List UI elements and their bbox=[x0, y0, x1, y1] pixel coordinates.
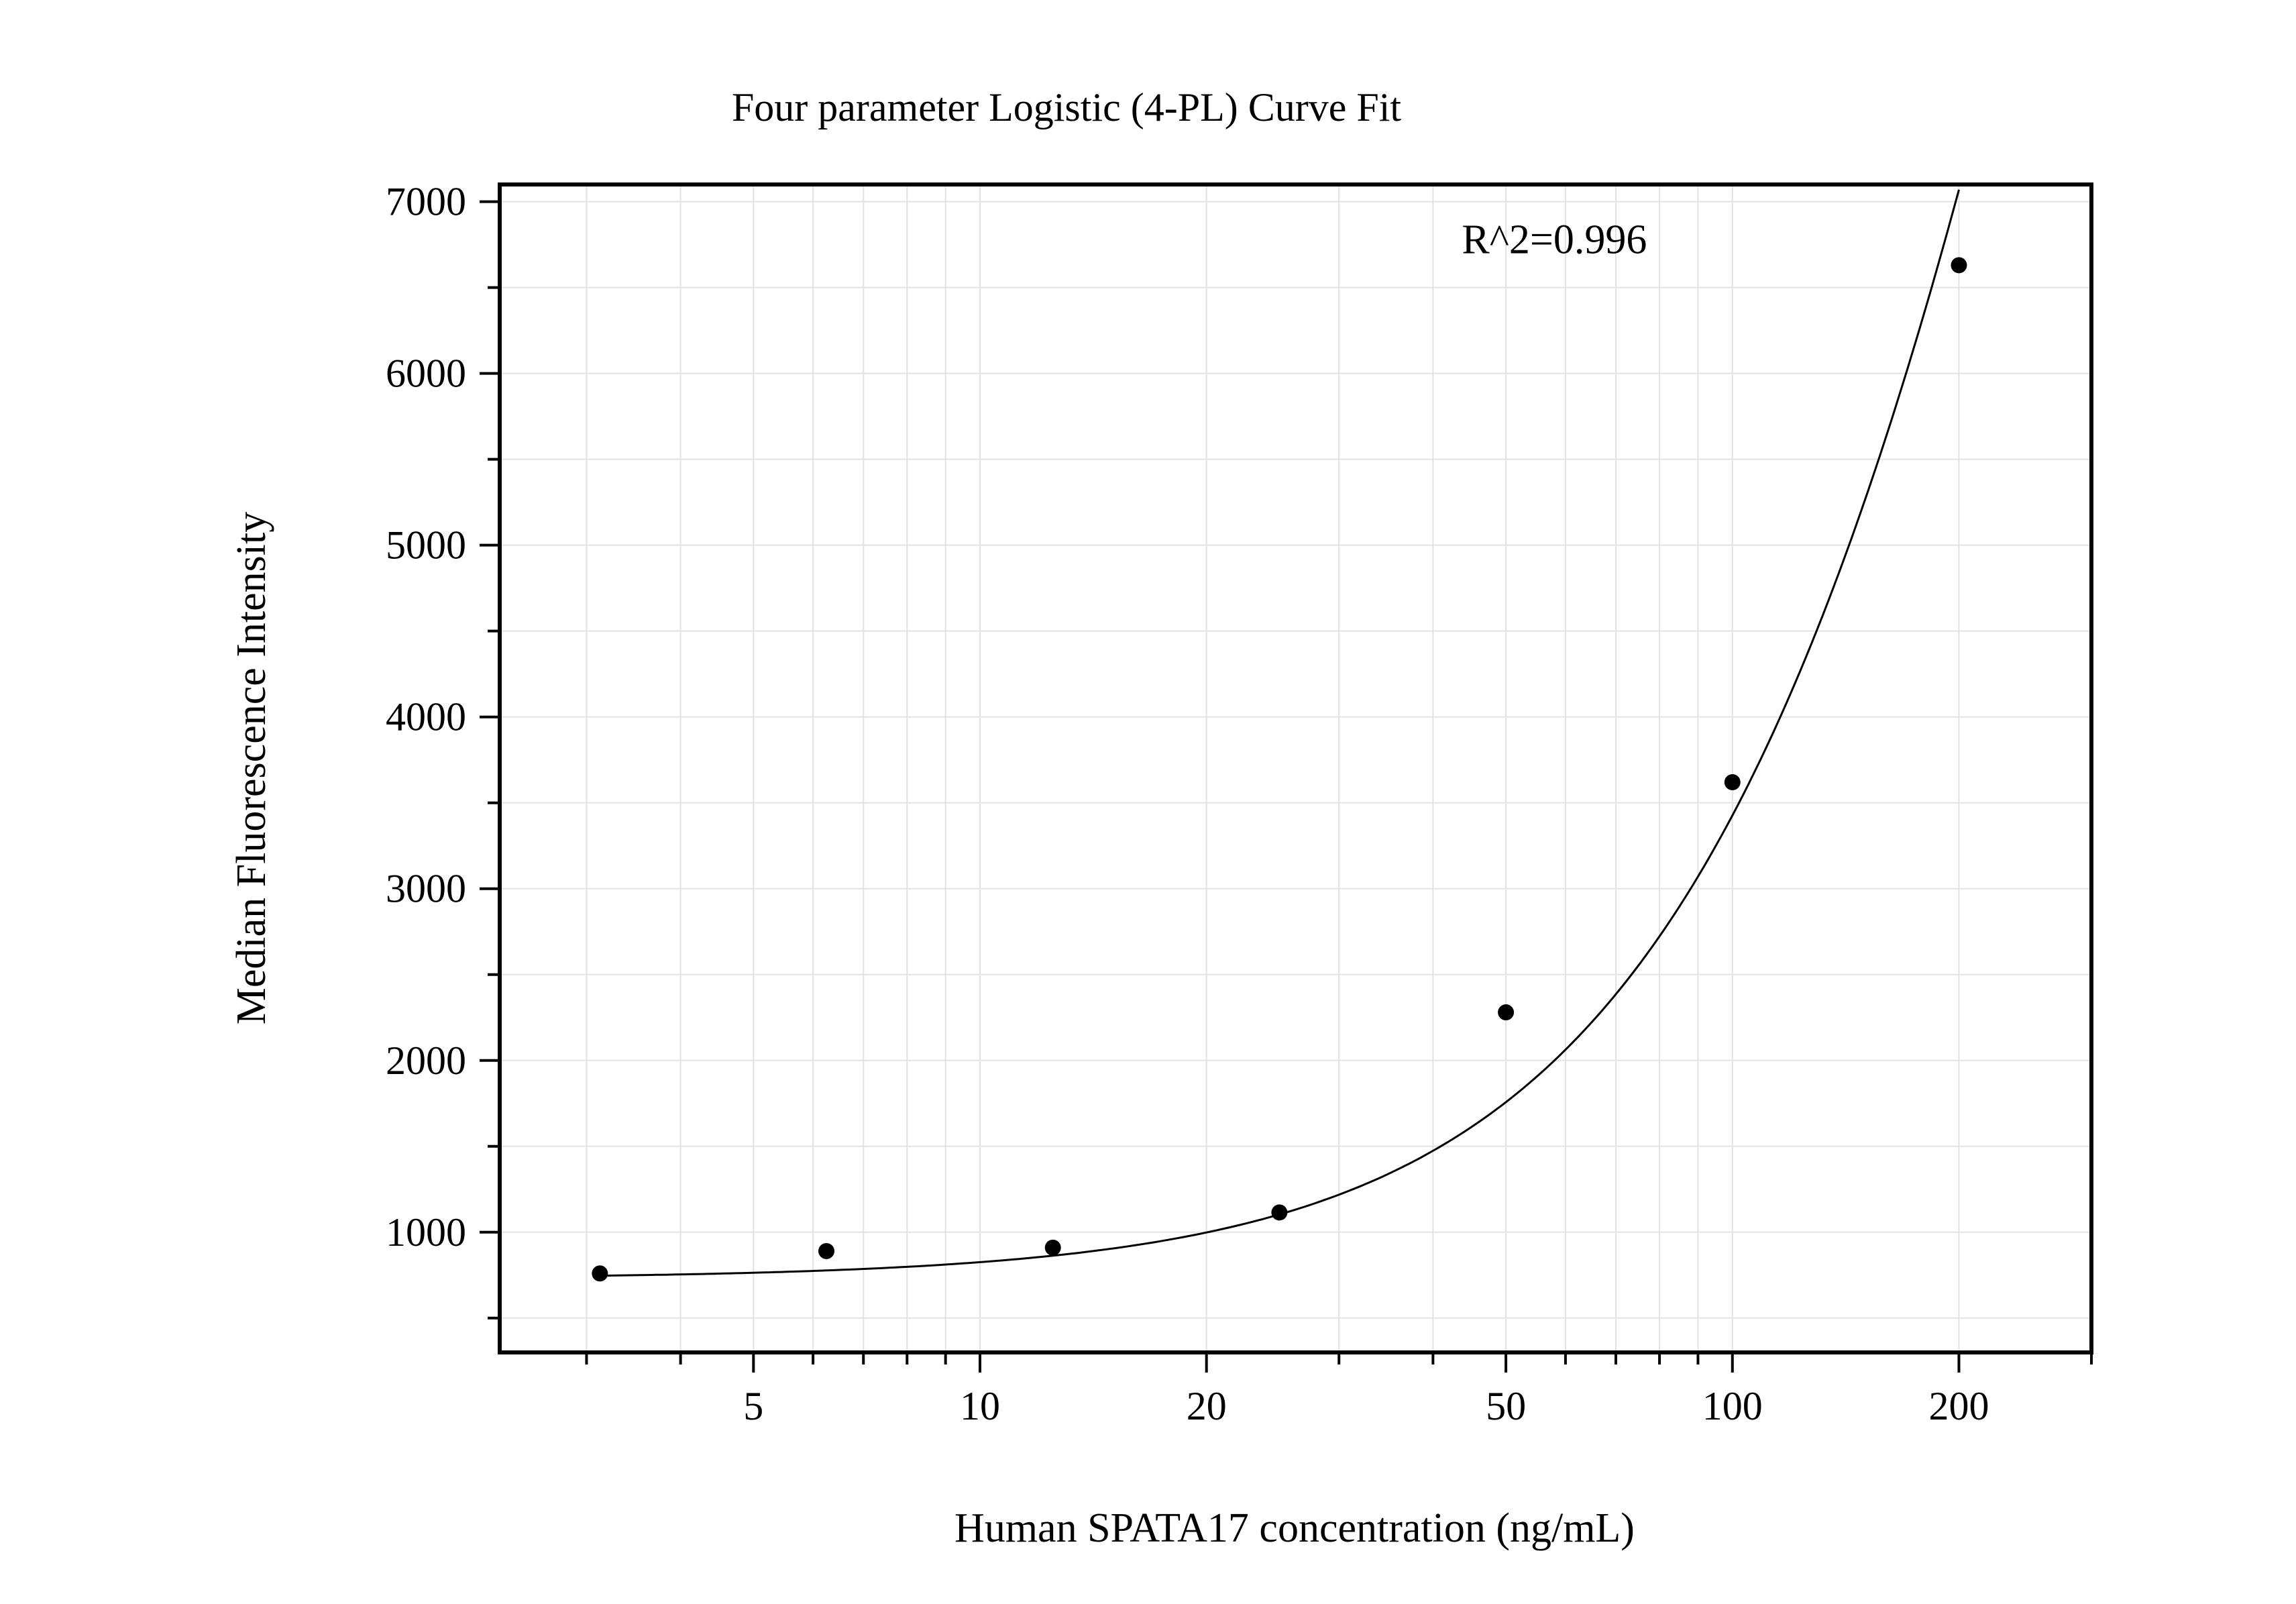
data-point bbox=[818, 1242, 835, 1259]
x-tick-label: 100 bbox=[1702, 1384, 1763, 1428]
data-point bbox=[1271, 1204, 1288, 1221]
x-tick-label: 200 bbox=[1928, 1384, 1989, 1428]
chart-title: Four parameter Logistic (4-PL) Curve Fit bbox=[732, 85, 1401, 129]
y-tick-label: 1000 bbox=[386, 1210, 466, 1254]
plot-frame bbox=[498, 182, 2093, 1354]
data-point bbox=[1044, 1239, 1061, 1256]
data-points bbox=[592, 257, 1967, 1282]
x-tick-label: 10 bbox=[960, 1384, 1000, 1428]
annotations: R^2=0.996 bbox=[1462, 217, 1647, 262]
x-tick-label: 50 bbox=[1486, 1384, 1526, 1428]
x-tick-label: 5 bbox=[743, 1384, 763, 1428]
fit-curve-layer bbox=[600, 189, 1960, 1277]
y-tick-label: 3000 bbox=[386, 867, 466, 911]
y-tick-label: 6000 bbox=[386, 352, 466, 396]
y-tick-labels: 1000 2000 3000 4000 5000 6000 7000 bbox=[386, 180, 466, 1254]
fit-curve bbox=[600, 189, 1960, 1277]
y-tick-label: 7000 bbox=[386, 180, 466, 224]
x-axis-label: Human SPATA17 concentration (ng/mL) bbox=[954, 1505, 1635, 1551]
x-tick-labels: 5 10 20 50 100 200 bbox=[743, 1384, 1989, 1428]
y-tick-label: 4000 bbox=[386, 695, 466, 739]
y-axis-label: Median Fluorescence Intensity bbox=[229, 512, 274, 1024]
y-tick-label: 2000 bbox=[386, 1038, 466, 1083]
data-point bbox=[1724, 773, 1741, 790]
r-squared-annotation: R^2=0.996 bbox=[1462, 217, 1647, 262]
data-point bbox=[1951, 257, 1967, 274]
data-point bbox=[592, 1265, 608, 1282]
y-tick-label: 5000 bbox=[386, 523, 466, 568]
axis-ticks bbox=[480, 200, 2093, 1373]
grid-lines bbox=[500, 184, 2092, 1352]
data-point bbox=[1498, 1004, 1515, 1021]
x-tick-label: 20 bbox=[1187, 1384, 1227, 1428]
